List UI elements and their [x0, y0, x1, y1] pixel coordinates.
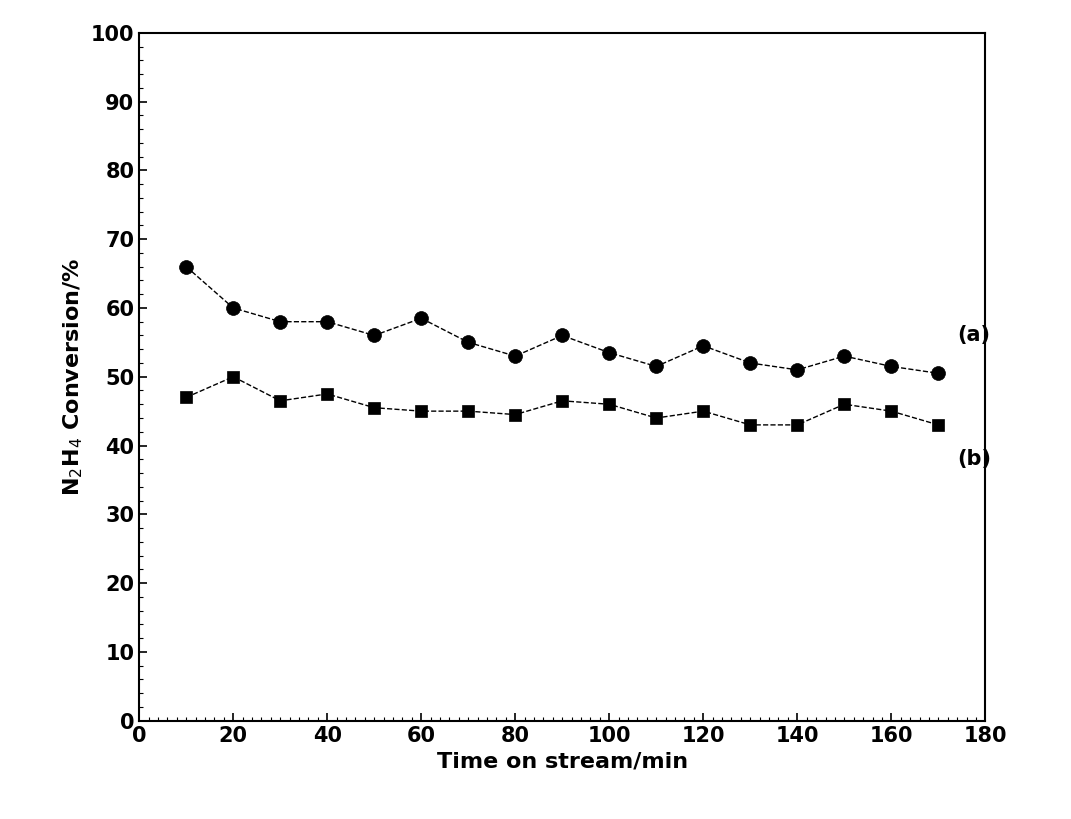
- X-axis label: Time on stream/min: Time on stream/min: [437, 751, 688, 771]
- Text: (a): (a): [957, 325, 990, 346]
- Text: (b): (b): [957, 450, 991, 469]
- Y-axis label: N$_{2}$H$_{4}$ Conversion/%: N$_{2}$H$_{4}$ Conversion/%: [62, 258, 86, 495]
